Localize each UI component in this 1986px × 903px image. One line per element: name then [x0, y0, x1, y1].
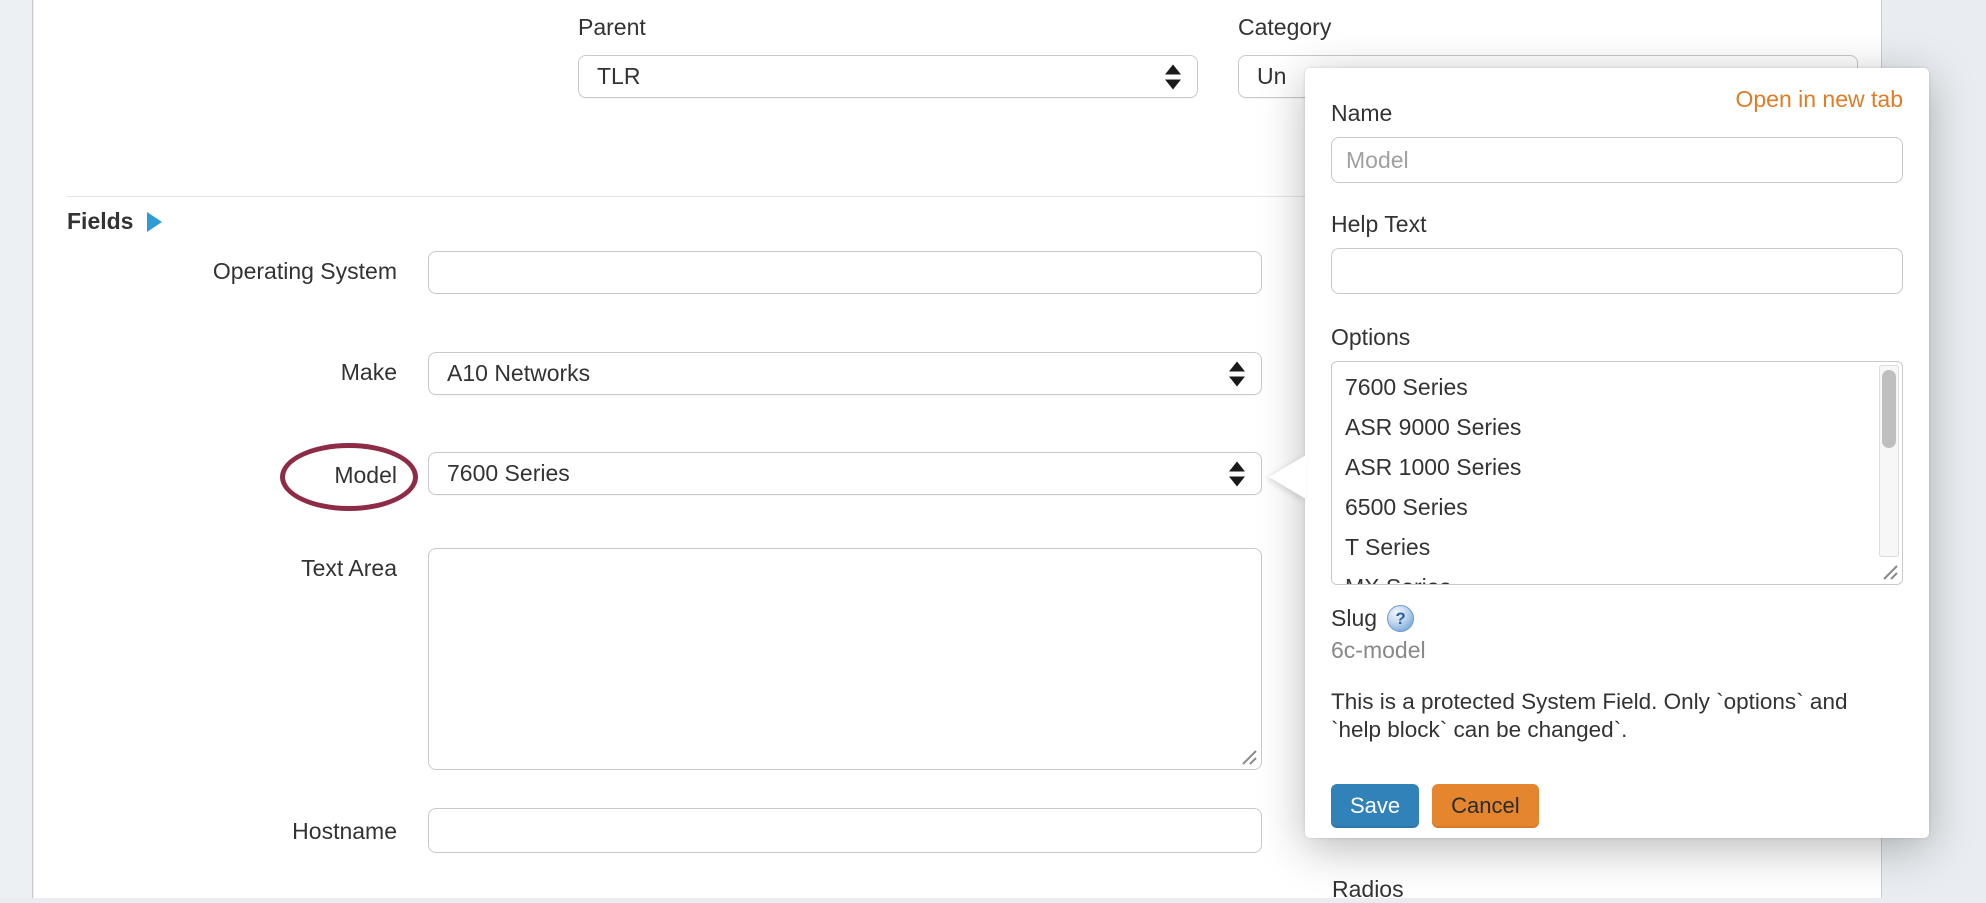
text-area-label: Text Area: [301, 555, 397, 581]
text-area-input[interactable]: [428, 548, 1262, 770]
slug-value: 6c-model: [1331, 637, 1426, 663]
collapse-arrow-icon[interactable]: [147, 211, 163, 232]
select-stepper-icon: [1165, 64, 1181, 89]
resize-handle-icon[interactable]: [1237, 745, 1257, 765]
name-input[interactable]: [1331, 137, 1903, 183]
option-item[interactable]: ASR 9000 Series: [1345, 414, 1522, 440]
option-item[interactable]: ASR 1000 Series: [1345, 454, 1522, 480]
fields-section-title: Fields: [67, 208, 134, 234]
help-text-label: Help Text: [1331, 211, 1427, 237]
option-item[interactable]: T Series: [1345, 534, 1431, 560]
operating-system-input[interactable]: [428, 251, 1262, 294]
parent-select[interactable]: TLR: [578, 55, 1198, 98]
category-label: Category: [1238, 14, 1332, 40]
parent-field-group: Parent TLR: [578, 14, 1198, 98]
slug-label: Slug: [1331, 605, 1378, 631]
select-stepper-icon: [1229, 461, 1245, 486]
protected-field-note: This is a protected System Field. Only `…: [1331, 689, 1848, 742]
cancel-button[interactable]: Cancel: [1432, 784, 1539, 828]
options-scrollbar-thumb[interactable]: [1882, 370, 1896, 448]
make-label: Make: [340, 359, 397, 385]
operating-system-label: Operating System: [212, 258, 397, 284]
popover-button-row: Save Cancel: [1331, 784, 1903, 828]
section-divider: [67, 196, 1849, 197]
category-select-value: Un: [1257, 63, 1287, 89]
options-listbox[interactable]: 7600 Series ASR 9000 Series ASR 1000 Ser…: [1331, 361, 1903, 585]
save-button[interactable]: Save: [1331, 784, 1420, 828]
options-label: Options: [1331, 324, 1411, 350]
option-item[interactable]: 6500 Series: [1345, 494, 1468, 520]
parent-label: Parent: [578, 14, 646, 40]
select-stepper-icon: [1229, 361, 1245, 386]
options-scrollbar[interactable]: [1879, 365, 1899, 557]
radios-section-label: Radios: [1332, 876, 1404, 902]
resize-handle-icon[interactable]: [1878, 560, 1898, 580]
fields-section-header: Fields: [67, 208, 163, 235]
option-item[interactable]: 7600 Series: [1345, 374, 1468, 400]
field-edit-popover: Open in new tab Name Help Text Options 7…: [1305, 68, 1929, 838]
hostname-label: Hostname: [292, 818, 397, 844]
parent-select-value: TLR: [597, 63, 641, 89]
slug-row: Slug ?: [1331, 605, 1903, 632]
model-select-value: 7600 Series: [447, 460, 570, 486]
model-label: Model: [334, 462, 397, 488]
open-in-new-tab-link[interactable]: Open in new tab: [1735, 86, 1903, 112]
option-item[interactable]: MX Series: [1345, 567, 1902, 584]
help-text-input[interactable]: [1331, 248, 1903, 294]
make-select[interactable]: A10 Networks: [428, 352, 1262, 395]
page-left-gutter: [0, 0, 33, 898]
make-select-value: A10 Networks: [447, 360, 591, 386]
question-help-icon[interactable]: ?: [1387, 605, 1415, 632]
model-select[interactable]: 7600 Series: [428, 452, 1262, 495]
name-label: Name: [1331, 100, 1393, 126]
hostname-input[interactable]: [428, 808, 1262, 853]
